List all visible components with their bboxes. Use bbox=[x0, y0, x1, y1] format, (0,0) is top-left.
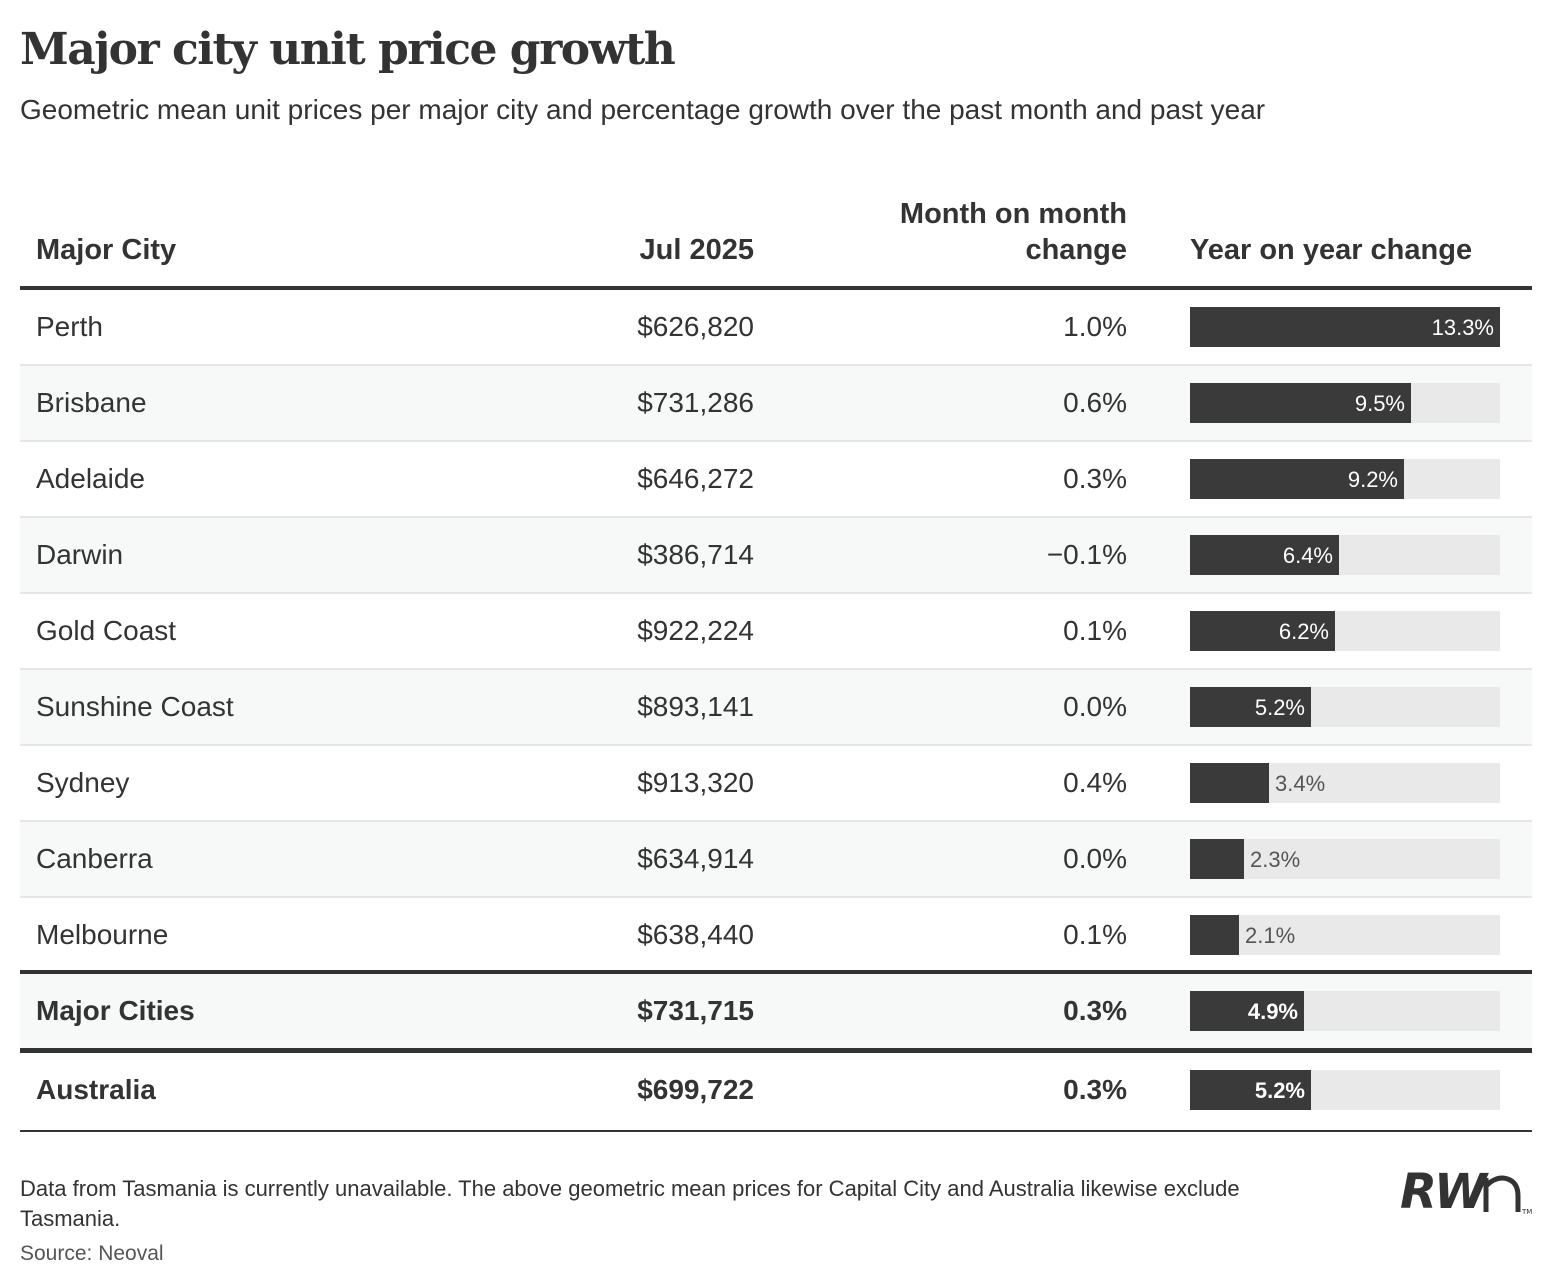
price-value: $731,286 bbox=[637, 387, 754, 418]
city-name: Adelaide bbox=[36, 463, 145, 494]
month-change-value: 0.6% bbox=[1063, 387, 1127, 418]
rwn-logo: RW TM bbox=[1400, 1164, 1532, 1218]
month-change-value: 0.0% bbox=[1063, 843, 1127, 874]
summary-row-major-cities: Major Cities $731,715 0.3% 4.9% bbox=[20, 970, 1532, 1053]
year-change-label: 6.2% bbox=[1278, 619, 1329, 644]
month-change-value: −0.1% bbox=[1046, 539, 1127, 570]
city-name: Canberra bbox=[36, 843, 153, 874]
year-change-bar-track: 5.2% bbox=[1190, 1070, 1500, 1110]
table-row: Sunshine Coast $893,141 0.0% 5.2% bbox=[20, 670, 1532, 746]
chart-subtitle: Geometric mean unit prices per major cit… bbox=[20, 94, 1266, 125]
price-value: $922,224 bbox=[637, 615, 754, 646]
city-name: Perth bbox=[36, 311, 103, 342]
city-name: Sunshine Coast bbox=[36, 691, 234, 722]
year-change-bar-track: 13.3% bbox=[1190, 307, 1500, 347]
month-change-value: 1.0% bbox=[1063, 311, 1127, 342]
year-change-bar-track: 5.2% bbox=[1190, 687, 1500, 727]
year-change-label: 13.3% bbox=[1431, 315, 1494, 340]
year-change-bar-track: 4.9% bbox=[1190, 991, 1500, 1031]
footnote: Data from Tasmania is currently unavaila… bbox=[20, 1176, 1240, 1231]
table-row: Adelaide $646,272 0.3% 9.2% bbox=[20, 442, 1532, 518]
year-change-label: 9.5% bbox=[1354, 391, 1405, 416]
summary-row-australia: Australia $699,722 0.3% 5.2% bbox=[20, 1053, 1532, 1132]
year-change-bar bbox=[1190, 839, 1244, 879]
city-name: Sydney bbox=[36, 767, 130, 798]
city-name: Australia bbox=[36, 1074, 156, 1105]
svg-text:TM: TM bbox=[1521, 1208, 1532, 1216]
year-change-bar bbox=[1190, 611, 1335, 651]
year-change-bar-track: 6.4% bbox=[1190, 535, 1500, 575]
table-header: Major City Jul 2025 Month on month chang… bbox=[20, 190, 1532, 290]
table-body: Perth $626,820 1.0% 13.3% Brisbane $731,286 0.… bbox=[20, 290, 1532, 974]
city-name: Melbourne bbox=[36, 919, 169, 950]
year-change-label: 5.2% bbox=[1254, 695, 1305, 720]
year-change-bar-track: 3.4% bbox=[1190, 763, 1500, 803]
year-change-bar bbox=[1190, 687, 1311, 727]
price-value: $699,722 bbox=[637, 1074, 754, 1105]
year-change-label: 3.4% bbox=[1275, 771, 1326, 796]
year-change-bar bbox=[1190, 383, 1411, 423]
table-row: Brisbane $731,286 0.6% 9.5% bbox=[20, 366, 1532, 442]
year-change-label: 2.3% bbox=[1250, 847, 1301, 872]
month-change-value: 0.3% bbox=[1063, 1074, 1127, 1105]
chart-title: Major city unit price growth bbox=[20, 24, 676, 75]
month-change-value: 0.1% bbox=[1063, 615, 1127, 646]
column-header-city: Major City bbox=[36, 234, 177, 266]
column-header-month-change: Month on month change bbox=[899, 198, 1127, 266]
year-change-bar bbox=[1190, 1070, 1311, 1110]
month-change-value: 0.3% bbox=[1063, 463, 1127, 494]
price-value: $646,272 bbox=[637, 463, 754, 494]
column-header-price: Jul 2025 bbox=[639, 234, 754, 266]
city-name: Gold Coast bbox=[36, 615, 177, 646]
month-change-value: 0.1% bbox=[1063, 919, 1127, 950]
year-change-bar-track: 9.2% bbox=[1190, 459, 1500, 499]
year-change-bar bbox=[1190, 535, 1339, 575]
year-change-label: 4.9% bbox=[1247, 999, 1298, 1024]
year-change-bar-track: 2.3% bbox=[1190, 839, 1500, 879]
year-change-label: 5.2% bbox=[1254, 1078, 1305, 1103]
year-change-bar-track: 9.5% bbox=[1190, 383, 1500, 423]
year-change-label: 2.1% bbox=[1245, 923, 1296, 948]
price-value: $731,715 bbox=[637, 995, 754, 1026]
year-change-bar-track: 6.2% bbox=[1190, 611, 1500, 651]
column-header-year-change: Year on year change bbox=[1190, 234, 1473, 266]
price-value: $386,714 bbox=[637, 539, 754, 570]
source-note: Source: Neoval bbox=[20, 1242, 164, 1265]
year-change-label: 6.4% bbox=[1282, 543, 1333, 568]
table-row: Melbourne $638,440 0.1% 2.1% bbox=[20, 898, 1532, 974]
year-change-bar bbox=[1190, 459, 1404, 499]
price-value: $634,914 bbox=[637, 843, 754, 874]
city-name: Brisbane bbox=[36, 387, 147, 418]
year-change-label: 9.2% bbox=[1347, 467, 1398, 492]
table-row: Sydney $913,320 0.4% 3.4% bbox=[20, 746, 1532, 822]
year-change-bar-track: 2.1% bbox=[1190, 915, 1500, 955]
table-row: Gold Coast $922,224 0.1% 6.2% bbox=[20, 594, 1532, 670]
price-value: $893,141 bbox=[637, 691, 754, 722]
price-value: $913,320 bbox=[637, 767, 754, 798]
year-change-bar bbox=[1190, 763, 1269, 803]
year-change-bar bbox=[1190, 991, 1304, 1031]
city-name: Major Cities bbox=[36, 995, 195, 1026]
year-change-bar bbox=[1190, 307, 1500, 347]
price-value: $626,820 bbox=[637, 311, 754, 342]
svg-text:RW: RW bbox=[1400, 1164, 1489, 1218]
table-row: Darwin $386,714 −0.1% 6.4% bbox=[20, 518, 1532, 594]
table-row: Canberra $634,914 0.0% 2.3% bbox=[20, 822, 1532, 898]
month-change-value: 0.0% bbox=[1063, 691, 1127, 722]
year-change-bar bbox=[1190, 915, 1239, 955]
table-row: Perth $626,820 1.0% 13.3% bbox=[20, 290, 1532, 366]
month-change-value: 0.3% bbox=[1063, 995, 1127, 1026]
price-value: $638,440 bbox=[637, 919, 754, 950]
month-change-value: 0.4% bbox=[1063, 767, 1127, 798]
city-name: Darwin bbox=[36, 539, 124, 570]
